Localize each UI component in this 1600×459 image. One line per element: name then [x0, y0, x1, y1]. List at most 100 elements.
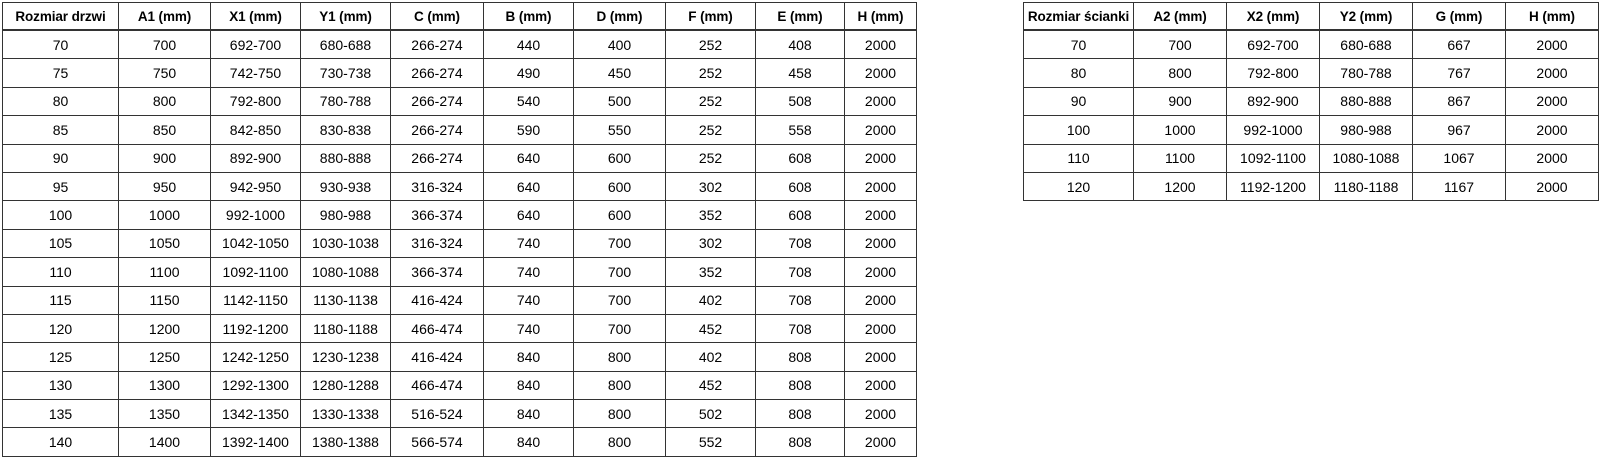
- column-header: A1 (mm): [118, 2, 211, 31]
- table-cell: 75: [2, 58, 119, 88]
- table-cell: 1092-1100: [210, 257, 301, 287]
- table-cell: 2000: [844, 228, 917, 259]
- table-cell: 1030-1038: [300, 228, 391, 259]
- table-cell: 700: [573, 228, 666, 259]
- table-cell: 2000: [1505, 86, 1599, 117]
- table-cell: 1150: [118, 285, 211, 315]
- table-cell: 1242-1250: [210, 342, 301, 372]
- table-cell: 692-700: [1226, 29, 1320, 60]
- table-cell: 1350: [118, 399, 211, 429]
- column-header: Y2 (mm): [1319, 2, 1413, 31]
- table-cell: 402: [665, 342, 756, 372]
- table-cell: 466-474: [390, 370, 484, 401]
- table-cell: 266-274: [390, 29, 484, 60]
- table-row: 75 750 742-750 730-738 266-274 490 450 252 458 20…: [2, 58, 917, 88]
- table-cell: 2000: [1505, 29, 1599, 60]
- table-cell: 1292-1300: [210, 370, 301, 401]
- table-row: 115 1150 1142-1150 1130-1138 416-424 740 700 40…: [2, 285, 917, 315]
- table-cell: 692-700: [210, 29, 301, 60]
- table-cell: 608: [755, 143, 845, 173]
- column-header: Rozmiar ścianki: [1023, 2, 1134, 31]
- table-cell: 110: [1023, 143, 1134, 173]
- table-cell: 1180-1188: [1319, 171, 1413, 202]
- table-cell: 740: [483, 313, 574, 344]
- table-row: 70 700 692-700 680-688 266-274 440 400 252 408 20…: [2, 29, 917, 60]
- table-cell: 95: [2, 171, 119, 202]
- table-cell: 2000: [844, 86, 917, 117]
- table-cell: 516-524: [390, 399, 484, 429]
- table-cell: 2000: [844, 427, 917, 457]
- table-cell: 640: [483, 143, 574, 173]
- table-cell: 667: [1412, 29, 1506, 60]
- table-cell: 252: [665, 58, 756, 88]
- table-cell: 1142-1150: [210, 285, 301, 315]
- table-cell: 2000: [844, 313, 917, 344]
- table-cell: 252: [665, 29, 756, 60]
- table-cell: 1000: [118, 200, 211, 230]
- table-cell: 70: [1023, 29, 1134, 60]
- table-cell: 967: [1412, 115, 1506, 145]
- table-cell: 416-424: [390, 342, 484, 372]
- table-cell: 2000: [1505, 143, 1599, 173]
- table-cell: 120: [2, 313, 119, 344]
- table-cell: 115: [2, 285, 119, 315]
- column-header: Y1 (mm): [300, 2, 391, 31]
- table-row: 90 900 892-900 880-888 867 2000: [1023, 86, 1599, 117]
- table-cell: 266-274: [390, 143, 484, 173]
- table-cell: 90: [2, 143, 119, 173]
- table-row: 130 1300 1292-1300 1280-1288 466-474 840 800 45…: [2, 370, 917, 401]
- table-cell: 1192-1200: [210, 313, 301, 344]
- table-row: 110 1100 1092-1100 1080-1088 366-374 740 700 35…: [2, 257, 917, 287]
- table-cell: 800: [573, 399, 666, 429]
- table-cell: 1300: [118, 370, 211, 401]
- table-row: 70 700 692-700 680-688 667 2000: [1023, 29, 1599, 60]
- table-cell: 2000: [1505, 171, 1599, 202]
- table-cell: 930-938: [300, 171, 391, 202]
- table-cell: 500: [573, 86, 666, 117]
- table-cell: 800: [573, 427, 666, 457]
- table-cell: 992-1000: [210, 200, 301, 230]
- table-cell: 792-800: [210, 86, 301, 117]
- table-cell: 416-424: [390, 285, 484, 315]
- table-cell: 2000: [844, 200, 917, 230]
- table-cell: 2000: [844, 143, 917, 173]
- table-cell: 792-800: [1226, 58, 1320, 88]
- table-cell: 730-738: [300, 58, 391, 88]
- table-row: 95 950 942-950 930-938 316-324 640 600 302 608 20…: [2, 171, 917, 202]
- table-cell: 1400: [118, 427, 211, 457]
- table-cell: 880-888: [1319, 86, 1413, 117]
- table-cell: 266-274: [390, 86, 484, 117]
- table-cell: 408: [755, 29, 845, 60]
- table-cell: 2000: [844, 370, 917, 401]
- table-cell: 708: [755, 228, 845, 259]
- table-cell: 600: [573, 143, 666, 173]
- table-cell: 980-988: [300, 200, 391, 230]
- door-size-table: Rozmiar drzwi A1 (mm) X1 (mm) Y1 (mm) C (mm)…: [2, 2, 917, 457]
- table-cell: 1330-1338: [300, 399, 391, 429]
- table-cell: 700: [1133, 29, 1227, 60]
- column-header: E (mm): [755, 2, 845, 31]
- table-cell: 700: [118, 29, 211, 60]
- table-cell: 742-750: [210, 58, 301, 88]
- table-cell: 402: [665, 285, 756, 315]
- table-cell: 640: [483, 200, 574, 230]
- table-cell: 2000: [844, 399, 917, 429]
- table-cell: 1042-1050: [210, 228, 301, 259]
- table-cell: 830-838: [300, 115, 391, 145]
- table-cell: 1092-1100: [1226, 143, 1320, 173]
- table-row: 85 850 842-850 830-838 266-274 590 550 252 558 20…: [2, 115, 917, 145]
- table-row: 100 1000 992-1000 980-988 366-374 640 600 352 60…: [2, 200, 917, 230]
- table-cell: 2000: [844, 171, 917, 202]
- table-cell: 750: [118, 58, 211, 88]
- table-cell: 552: [665, 427, 756, 457]
- table-cell: 780-788: [300, 86, 391, 117]
- table-row: 120 1200 1192-1200 1180-1188 1167 2000: [1023, 171, 1599, 202]
- table-cell: 458: [755, 58, 845, 88]
- table-cell: 808: [755, 399, 845, 429]
- table-cell: 2000: [844, 115, 917, 145]
- table-cell: 850: [118, 115, 211, 145]
- table-row: 100 1000 992-1000 980-988 967 2000: [1023, 115, 1599, 145]
- table-cell: 90: [1023, 86, 1134, 117]
- table-cell: 2000: [844, 257, 917, 287]
- table-cell: 2000: [844, 285, 917, 315]
